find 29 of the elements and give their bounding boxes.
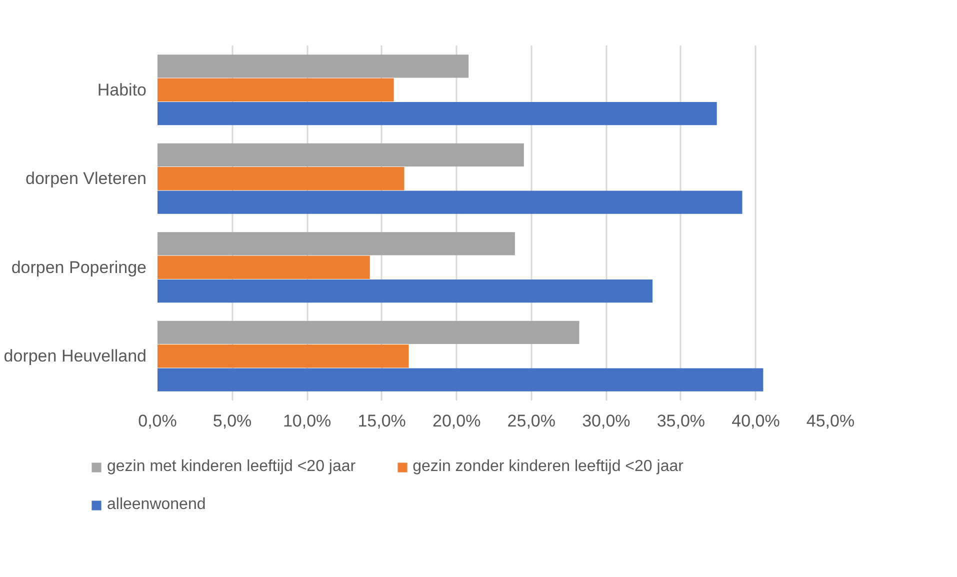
- x-tick-label: 40,0%: [732, 412, 780, 430]
- bar: [158, 256, 370, 279]
- legend-label: gezin zonder kinderen leeftijd <20 jaar: [412, 458, 684, 476]
- legend-label: alleenwonend: [107, 496, 206, 514]
- x-tick-label: 5,0%: [212, 412, 252, 430]
- bar: [158, 102, 717, 126]
- legend-label: gezin met kinderen leeftijd <20 jaar: [107, 458, 356, 476]
- x-tick-label: 35,0%: [656, 412, 706, 430]
- y-tick-label: dorpen Vleteren: [26, 169, 147, 188]
- x-tick-label: 20,0%: [432, 412, 481, 430]
- x-tick-label: 0,0%: [138, 412, 177, 430]
- x-tick-label: 25,0%: [507, 412, 556, 430]
- bar: [158, 279, 653, 303]
- y-tick-label: Habito: [97, 80, 146, 100]
- bar: [158, 320, 580, 344]
- bar: [158, 190, 742, 214]
- x-tick-label: 45,0%: [806, 412, 855, 430]
- bar: [158, 143, 524, 167]
- x-tick-label: 15,0%: [358, 412, 406, 430]
- bar: [158, 54, 469, 78]
- bar: [158, 232, 515, 256]
- y-tick-label: dorpen Poperinge: [11, 258, 147, 277]
- x-tick-label: 30,0%: [582, 412, 630, 430]
- bar: [158, 368, 764, 392]
- y-tick-label: dorpen Heuvelland: [4, 346, 147, 366]
- bar: [158, 78, 394, 102]
- x-tick-label: 10,0%: [282, 412, 332, 430]
- bar: [158, 167, 404, 190]
- bar: [158, 344, 409, 368]
